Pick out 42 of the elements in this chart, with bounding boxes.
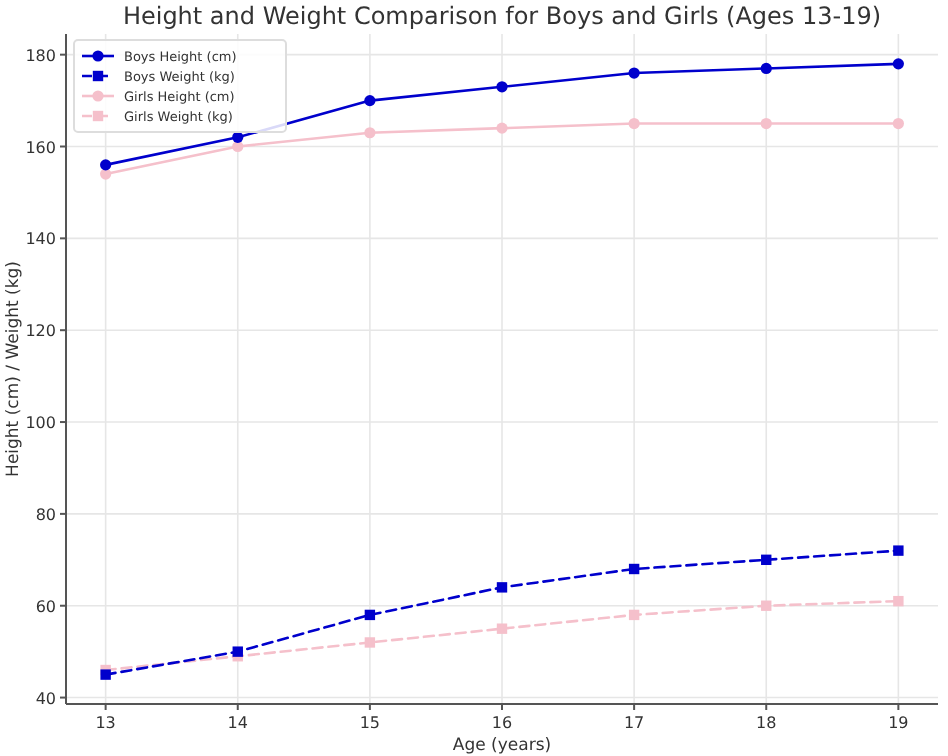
point [761,554,772,566]
y-tick-label: 120 [25,322,56,341]
point [100,159,112,171]
point [364,637,376,648]
point [892,117,904,130]
point [364,94,376,107]
point [628,117,640,130]
point [100,669,111,680]
point [892,58,904,70]
y-tick-label: 60 [35,597,56,616]
point [893,545,904,556]
x-tick-label: 13 [95,714,116,732]
point [232,646,243,657]
y-tick-label: 40 [35,689,56,708]
point [496,582,508,593]
point [761,600,772,611]
x-tick-label: 14 [227,714,248,732]
point [628,67,640,79]
point [100,168,112,180]
y-tick-label: 160 [25,138,56,157]
point [496,623,508,634]
y-tick-label: 100 [25,414,56,433]
point [496,122,508,134]
y-axis-title: Height (cm) / Weight (kg) [4,261,24,477]
point [628,563,640,575]
point [496,81,508,93]
point [364,127,376,139]
y-tick-label: 140 [25,230,56,249]
x-tick-label: 17 [623,714,645,732]
y-tick-label: 180 [25,46,56,65]
x-tick-label: 19 [888,714,909,732]
x-axis-title: Age (years) [452,736,552,756]
y-tick-label: 80 [35,505,56,524]
x-tick-label: 15 [359,714,381,732]
point [760,62,772,75]
x-tick-label: 18 [756,714,777,732]
point [760,117,772,130]
point [364,609,376,621]
point [628,609,640,621]
x-tick-label: 16 [491,714,513,732]
chart-title: Height and Weight Comparison for Boys and Girls (Ages 13-19) [122,2,882,30]
point [893,595,904,607]
